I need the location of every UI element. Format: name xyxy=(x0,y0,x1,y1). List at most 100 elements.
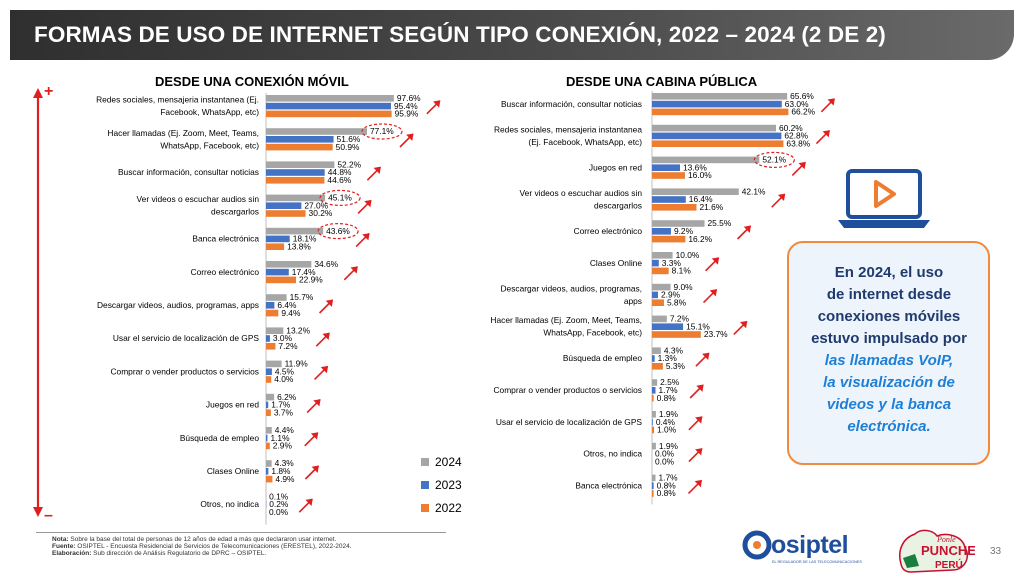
data-label: 30.2% xyxy=(309,208,333,218)
bar-2024 xyxy=(266,460,272,467)
data-label: 9.2% xyxy=(674,226,694,236)
bar-2022 xyxy=(652,204,697,211)
bar-2024 xyxy=(652,442,656,450)
bar-2024 xyxy=(266,393,275,401)
panel-title-cabina: DESDE UNA CABINA PÚBLICA xyxy=(566,74,758,89)
bar-2023 xyxy=(266,202,302,209)
data-label: 1.8% xyxy=(271,466,291,476)
bar-2024 xyxy=(652,283,671,291)
data-label: 1.9% xyxy=(659,441,679,451)
bar-2022 xyxy=(266,309,279,317)
data-label: 15.1% xyxy=(686,321,710,331)
bar-2023 xyxy=(652,387,656,394)
data-label: 0.2% xyxy=(269,499,289,509)
category-label: Hacer llamadas (Ej. Zoom, Meet, Teams, xyxy=(107,128,259,138)
data-label: 5.3% xyxy=(666,361,686,371)
bar-2023 xyxy=(266,102,391,110)
bar-2023 xyxy=(266,302,275,309)
bar-2024 xyxy=(266,128,368,135)
bar-2022 xyxy=(652,267,669,275)
scale-plus: + xyxy=(44,83,53,100)
data-label: 21.6% xyxy=(699,202,723,212)
scale-arrow-up-head xyxy=(33,88,43,98)
category-label: (Ej. Facebook, WhatsApp, etc) xyxy=(528,137,642,147)
bar-2024 xyxy=(266,194,326,202)
scale-arrow-down-head xyxy=(33,507,43,517)
callout-highlight: las llamadas VoIP, xyxy=(824,352,954,369)
trend-arrow-head xyxy=(406,133,414,141)
bar-2023 xyxy=(652,355,655,362)
bar-2022 xyxy=(652,299,664,306)
bar-2024 xyxy=(652,411,656,418)
title-banner xyxy=(10,10,1014,60)
data-label: 16.4% xyxy=(689,194,713,204)
category-label: WhatsApp, Facebook, etc) xyxy=(160,140,259,150)
bar-2022 xyxy=(266,143,333,151)
category-label: Buscar información, consultar noticias xyxy=(501,99,642,109)
category-label: Correo electrónico xyxy=(574,226,643,236)
data-label: 3.7% xyxy=(274,407,294,417)
data-label: 4.4% xyxy=(275,425,295,435)
data-label: 16.2% xyxy=(688,234,712,244)
trend-arrow-head xyxy=(694,479,702,488)
data-label: 23.7% xyxy=(704,329,728,339)
data-label: 13.6% xyxy=(683,162,707,172)
category-label: Hacer llamadas (Ej. Zoom, Meet, Teams, xyxy=(490,315,642,325)
data-label: 66.2% xyxy=(791,107,815,117)
bar-2022 xyxy=(652,235,686,243)
bar-2022 xyxy=(266,475,273,483)
osiptel-logo-word: osiptel xyxy=(771,531,849,559)
category-label: Otros, no indica xyxy=(200,499,259,509)
data-label: 60.2% xyxy=(779,123,803,133)
callout-line: de internet desde xyxy=(826,286,952,303)
legend-swatch-2023 xyxy=(421,481,429,489)
legend-label-2024: 2024 xyxy=(435,455,462,469)
trend-arrow-head xyxy=(696,384,704,392)
insight-callout xyxy=(787,241,990,465)
bar-2023 xyxy=(266,169,325,176)
category-label: Redes sociales, mensajeria instantanea (… xyxy=(96,95,259,105)
bar-2024 xyxy=(266,261,312,268)
laptop-video-icon xyxy=(838,169,930,228)
category-label: Banca electrónica xyxy=(575,480,642,490)
bar-2023 xyxy=(266,434,268,442)
bar-2023 xyxy=(266,268,289,276)
bar-2024 xyxy=(266,327,284,334)
bar-2023 xyxy=(266,468,269,475)
bar-2022 xyxy=(266,409,271,416)
bar-2023 xyxy=(652,100,782,108)
legend-label-2022: 2022 xyxy=(435,501,462,515)
data-label: 6.2% xyxy=(277,392,297,402)
footnote-elaboracion: Elaboración: Sub dirección de Análisis R… xyxy=(52,550,267,557)
data-label: 5.8% xyxy=(667,297,687,307)
data-label: 63.8% xyxy=(786,138,810,148)
category-label: descargarlos xyxy=(594,200,642,210)
data-label: 15.7% xyxy=(290,292,314,302)
data-label: 11.9% xyxy=(285,359,309,369)
data-label: 7.2% xyxy=(278,341,298,351)
data-label: 1.3% xyxy=(658,353,678,363)
scale-minus: – xyxy=(44,507,53,524)
category-label: Banca electrónica xyxy=(192,234,259,244)
bar-2023 xyxy=(652,482,654,489)
bar-2022 xyxy=(266,177,325,184)
osiptel-logo-tagline: EL REGULADOR DE LAS TELECOMUNICACIONES xyxy=(772,560,862,564)
page-number: 33 xyxy=(990,546,1002,557)
bar-2022 xyxy=(266,243,285,250)
data-label: 3.0% xyxy=(273,333,293,343)
trend-arrow-head xyxy=(695,416,703,424)
bar-2024 xyxy=(266,95,394,102)
category-label: Ver videos o escuchar audios sin xyxy=(137,194,260,204)
trend-arrow-head xyxy=(743,225,752,233)
category-label: Descargar videos, audios, programas, app… xyxy=(97,300,259,310)
data-label: 50.9% xyxy=(336,142,360,152)
bar-2023 xyxy=(266,235,290,243)
data-label: 3.3% xyxy=(662,258,682,268)
footnote-fuente: Fuente: OSIPTEL - Encuesta Residencial d… xyxy=(52,543,352,550)
bar-2024 xyxy=(652,315,667,323)
bar-2024 xyxy=(652,347,661,354)
trend-arrow-head xyxy=(798,161,806,170)
page-title: FORMAS DE USO DE INTERNET SEGÚN TIPO CON… xyxy=(34,22,886,47)
callout-highlight: la visualización de xyxy=(823,374,955,391)
data-label: 1.7% xyxy=(271,400,291,410)
